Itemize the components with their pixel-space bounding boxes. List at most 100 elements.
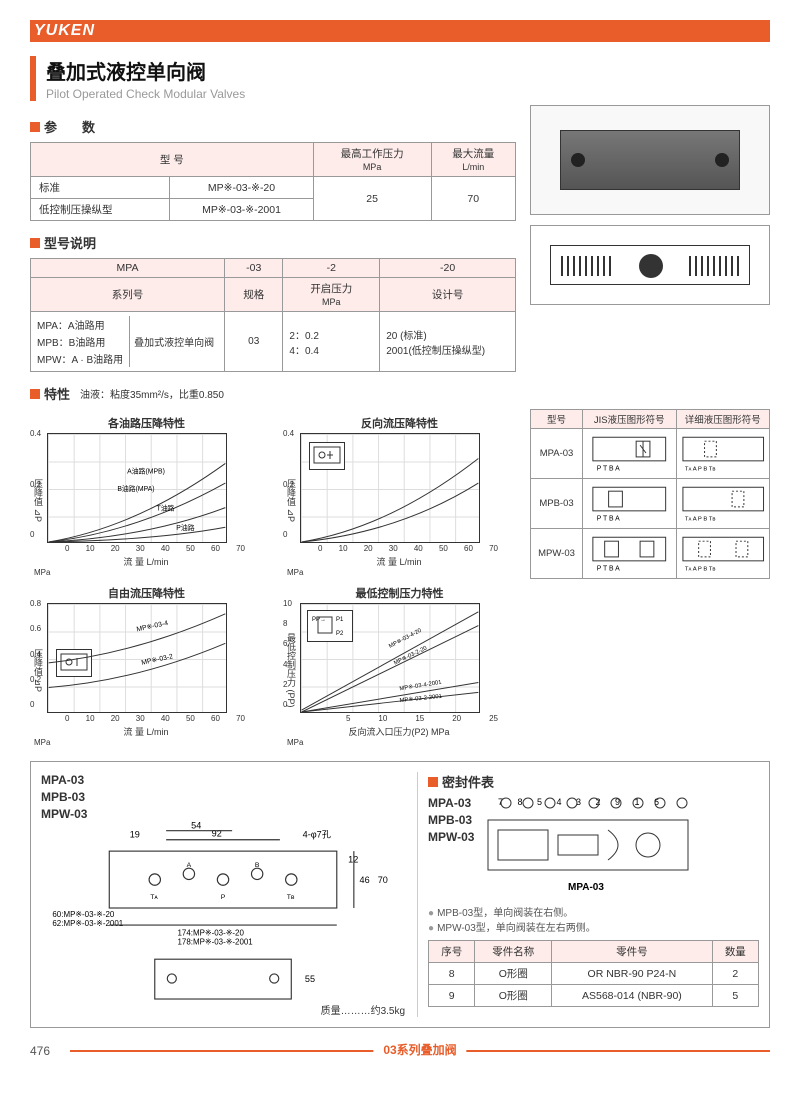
svg-text:P T B A: P T B A <box>597 516 620 523</box>
svg-text:19: 19 <box>130 829 140 839</box>
svg-text:Tʙ: Tʙ <box>287 894 295 901</box>
square-icon <box>30 389 40 399</box>
chart-curves: A油路(MPB) B油路(MPA) T油路 P油路 <box>48 434 226 542</box>
th-pmax: 最高工作压力MPa <box>313 143 431 177</box>
svg-text:MPA-03: MPA-03 <box>568 882 604 893</box>
section-params-title: 参 数 <box>44 117 101 136</box>
svg-text:Tᴀ A P B Tʙ: Tᴀ A P B Tʙ <box>684 467 715 473</box>
svg-text:Tᴀ A P B Tʙ: Tᴀ A P B Tʙ <box>684 567 715 573</box>
td-low-model: MP※-03-※-2001 <box>170 199 313 221</box>
th-qmax: 最大流量L/min <box>431 143 515 177</box>
page-footer: 476 03系列叠加阀 <box>30 1044 770 1058</box>
section-seal-head: 密封件表 <box>428 772 759 791</box>
sym-detail: Tᴀ A P B Tʙ <box>676 429 769 479</box>
svg-text:92: 92 <box>212 828 222 838</box>
sym-jis: P T B A <box>583 529 677 579</box>
svg-text:178:MP※-03-※-2001: 178:MP※-03-※-2001 <box>178 937 254 946</box>
svg-text:Tᴀ: Tᴀ <box>150 894 158 901</box>
svg-text:MP※-03-4-2001: MP※-03-4-2001 <box>399 679 442 693</box>
char-note: 油液：粘度35mm²/s，比重0.850 <box>80 386 224 401</box>
svg-text:T油路: T油路 <box>157 504 175 513</box>
th-model: 型 号 <box>31 143 314 177</box>
square-icon <box>30 122 40 132</box>
th-c3: -2 <box>283 259 380 278</box>
brand-bar: YUKEN <box>30 20 770 42</box>
th-c1: MPA <box>31 259 225 278</box>
svg-text:MP※-03-4: MP※-03-4 <box>136 620 169 634</box>
svg-text:B油路(MPA): B油路(MPA) <box>117 484 154 493</box>
sym-detail: Tᴀ A P B Tʙ <box>676 529 769 579</box>
sym-jis: P T B A <box>583 429 677 479</box>
th-partno: 零件号 <box>552 941 712 963</box>
td-std-model: MP※-03-※-20 <box>170 177 313 199</box>
section-seal-title: 密封件表 <box>442 772 494 791</box>
td-pmax: 25 <box>313 177 431 221</box>
title-cn: 叠加式液控单向阀 <box>46 56 770 85</box>
th-crack: 开启压力MPa <box>283 278 380 312</box>
section-params-head: 参 数 <box>30 117 516 136</box>
model-desc-table: MPA -03 -2 -20 系列号 规格 开启压力MPa 设计号 MPA：A油… <box>30 258 516 372</box>
chart-curves <box>301 434 479 542</box>
th-spec: 规格 <box>225 278 283 312</box>
th-jis: JIS液压图形符号 <box>583 410 677 429</box>
svg-text:P: P <box>221 894 226 901</box>
dim-model-list: MPA-03 MPB-03 MPW-03 <box>41 772 405 822</box>
product-photo <box>530 105 770 215</box>
dimension-drawing: TᴀAPBTʙ 92 54 19 4-φ7孔 12 46 70 60:MP※-0… <box>41 828 405 998</box>
footer-series-label: 03系列叠加阀 <box>373 1041 466 1058</box>
brand-logo: YUKEN <box>34 22 95 40</box>
svg-text:MP※-03-2: MP※-03-2 <box>141 653 174 667</box>
svg-text:P T B A: P T B A <box>597 466 620 473</box>
th-design: 设计号 <box>380 278 516 312</box>
params-table: 型 号 最高工作压力MPa 最大流量L/min 标准 MP※-03-※-20 2… <box>30 142 516 221</box>
chart-free-flow-pressure-drop: 自由流压降特性 压降值 ⊿P 0.80.60.40.20 <box>30 585 263 747</box>
page-number: 476 <box>30 1044 70 1058</box>
td-std-label: 标准 <box>31 177 170 199</box>
chart-port-pressure-drop: 各油路压降特性 压降值 ⊿P 0.40.20 <box>30 415 263 577</box>
dimension-seal-section: MPA-03 MPB-03 MPW-03 TᴀAPBTʙ 92 54 19 4-… <box>30 761 770 1028</box>
chart-curves: MP※-03-4-20 MP※-03-2-20 MP※-03-4-2001 MP… <box>301 604 479 712</box>
td-qmax: 70 <box>431 177 515 221</box>
svg-text:B: B <box>255 862 260 869</box>
chart-reverse-pressure-drop: 反向流压降特性 压降值 ⊿P 0.40.20 <box>283 415 516 577</box>
svg-text:A: A <box>187 862 192 869</box>
th-detail: 详细液压图形符号 <box>676 410 769 429</box>
th-no: 序号 <box>429 941 475 963</box>
section-model-head: 型号说明 <box>30 233 516 252</box>
square-icon <box>428 777 438 787</box>
svg-text:70: 70 <box>378 875 388 885</box>
th-model: 型号 <box>531 410 583 429</box>
charts-grid: 各油路压降特性 压降值 ⊿P 0.40.20 <box>30 415 516 747</box>
sym-row-label: MPB-03 <box>531 479 583 529</box>
svg-text:174:MP※-03-※-20: 174:MP※-03-※-20 <box>178 928 245 937</box>
spring-icon <box>561 256 611 276</box>
square-icon <box>30 238 40 248</box>
svg-text:P油路: P油路 <box>176 523 194 532</box>
table-row: 9O形圈AS568-014 (NBR-90)5 <box>429 985 759 1007</box>
seal-model-list: MPA-03 MPB-03 MPW-03 <box>428 795 474 845</box>
section-model-title: 型号说明 <box>44 233 96 252</box>
svg-text:46: 46 <box>360 875 370 885</box>
section-char-head: 特性 油液：粘度35mm²/s，比重0.850 <box>30 384 770 403</box>
spring-icon <box>689 256 739 276</box>
svg-text:MP※-03-4-20: MP※-03-4-20 <box>388 627 424 650</box>
seal-notes: MPB-03型，单向阀装在右侧。 MPW-03型，单向阀装在左右两侧。 <box>428 904 759 934</box>
td-crack: 2：0.24：0.4 <box>283 312 380 372</box>
td-design: 20 (标准)2001(低控制压操纵型) <box>380 312 516 372</box>
table-row: 8O形圈OR NBR-90 P24-N2 <box>429 963 759 985</box>
svg-text:12: 12 <box>348 854 358 864</box>
valve-icon <box>560 130 740 190</box>
svg-text:Tᴀ A P B Tʙ: Tᴀ A P B Tʙ <box>684 517 715 523</box>
td-series: MPA：A油路用叠加式液控单向阀 MPB：B油路用 MPW：A · B油路用 <box>31 312 225 372</box>
sym-jis: P T B A <box>583 479 677 529</box>
svg-text:55: 55 <box>305 974 315 984</box>
th-c2: -03 <box>225 259 283 278</box>
td-spec: 03 <box>225 312 283 372</box>
sym-detail: Tᴀ A P B Tʙ <box>676 479 769 529</box>
td-low-label: 低控制压操纵型 <box>31 199 170 221</box>
svg-text:60:MP※-03-※-20: 60:MP※-03-※-20 <box>52 910 115 919</box>
svg-text:54: 54 <box>191 820 201 830</box>
th-name: 零件名称 <box>475 941 552 963</box>
svg-text:62:MP※-03-※-2001: 62:MP※-03-※-2001 <box>52 919 123 928</box>
svg-text:A油路(MPB): A油路(MPB) <box>127 466 165 475</box>
